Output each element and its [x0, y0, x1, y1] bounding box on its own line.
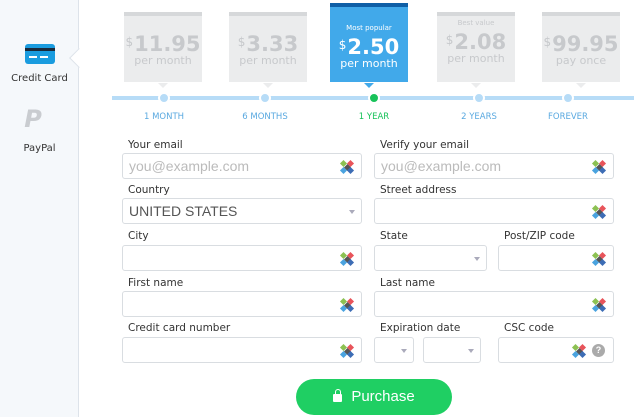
email-label: Your email [128, 139, 183, 151]
plan-tag: Best value [457, 19, 495, 27]
plan-period: pay once [555, 54, 607, 67]
keypass-icon[interactable] [571, 343, 587, 359]
lock-icon [333, 389, 343, 402]
street-field[interactable] [374, 198, 614, 224]
plan-card[interactable]: $11.95 per month [124, 12, 202, 88]
plan-period: per month [134, 54, 192, 67]
verify-email-placeholder: you@example.com [381, 158, 502, 174]
paypal-icon[interactable]: P [24, 105, 42, 133]
country-label: Country [128, 184, 170, 196]
plan-card[interactable]: $3.33 per month [229, 12, 307, 88]
plan-tag [542, 19, 620, 31]
expiration-month-select[interactable] [374, 337, 414, 363]
timeline-label[interactable]: 2 YEARS [461, 112, 497, 122]
verify-email-label: Verify your email [380, 139, 470, 151]
plan-price: $99.95 [542, 31, 620, 55]
chevron-down-icon [474, 257, 480, 261]
help-icon[interactable]: ? [592, 344, 605, 357]
keypass-icon[interactable] [591, 159, 607, 175]
timeline-label[interactable]: 1 MONTH [143, 112, 185, 122]
chevron-down-icon [401, 349, 407, 353]
plan-period: per month [340, 57, 398, 70]
plan-tag [229, 19, 307, 31]
price-value: 11.95 [134, 32, 201, 56]
state-select[interactable] [374, 245, 487, 271]
plan-price: $3.33 [229, 31, 307, 55]
currency-symbol: $ [543, 35, 552, 49]
purchase-label: Purchase [351, 388, 415, 405]
price-value: 2.50 [347, 35, 400, 59]
plan-card[interactable]: $99.95 pay once [542, 12, 620, 88]
plan-period: per month [239, 54, 297, 67]
keypass-icon[interactable] [591, 297, 607, 313]
card-number-label: Credit card number [128, 322, 231, 334]
sidebar-item-paypal[interactable]: PayPal [23, 143, 56, 154]
timeline-label[interactable]: FOREVER [548, 112, 588, 122]
plan-price: $11.95 [124, 31, 202, 55]
keypass-icon[interactable] [339, 297, 355, 313]
timeline-dot[interactable] [259, 92, 271, 104]
card-number-field[interactable] [122, 337, 362, 363]
plan-period: per month [447, 52, 505, 65]
verify-email-field[interactable]: you@example.com [374, 153, 614, 179]
csc-field[interactable]: ? [498, 337, 614, 363]
keypass-icon[interactable] [339, 159, 355, 175]
sidebar-item-credit-card[interactable]: Credit Card [11, 73, 68, 84]
last-name-field[interactable] [374, 291, 614, 317]
country-select[interactable]: UNITED STATES [122, 198, 362, 224]
chevron-down-icon [349, 210, 355, 214]
currency-symbol: $ [125, 35, 134, 49]
currency-symbol: $ [445, 33, 454, 47]
price-value: 99.95 [552, 32, 619, 56]
country-value: UNITED STATES [129, 203, 238, 219]
timeline-dot[interactable] [368, 92, 380, 104]
timeline-dot[interactable] [158, 92, 170, 104]
email-placeholder: you@example.com [129, 158, 250, 174]
currency-symbol: $ [237, 35, 246, 49]
chevron-down-icon [468, 349, 474, 353]
timeline-label[interactable]: 6 MONTHS [242, 112, 288, 122]
price-value: 3.33 [246, 32, 299, 56]
email-field[interactable]: you@example.com [122, 153, 362, 179]
csc-label: CSC code [504, 322, 554, 334]
state-label: State [380, 230, 408, 242]
keypass-icon[interactable] [339, 251, 355, 267]
keypass-icon[interactable] [591, 204, 607, 220]
expiration-year-select[interactable] [423, 337, 481, 363]
street-label: Street address [380, 184, 457, 196]
first-name-label: First name [128, 277, 184, 289]
keypass-icon[interactable] [339, 343, 355, 359]
zip-label: Post/ZIP code [504, 230, 575, 242]
keypass-icon[interactable] [591, 251, 607, 267]
plan-tag: Most popular [346, 24, 392, 32]
last-name-label: Last name [380, 277, 435, 289]
timeline-dot[interactable] [562, 92, 574, 104]
plan-tag [124, 19, 202, 31]
city-label: City [128, 230, 149, 242]
city-field[interactable] [122, 245, 362, 271]
payment-method-sidebar [0, 0, 79, 417]
zip-field[interactable] [498, 245, 614, 271]
plan-price: $2.08 [437, 29, 515, 53]
timeline-label[interactable]: 1 YEAR [358, 112, 390, 122]
expiration-label: Expiration date [380, 322, 461, 334]
credit-card-icon[interactable] [25, 44, 55, 64]
plan-card[interactable]: Best value $2.08 per month [437, 12, 515, 88]
plan-price: $2.50 [330, 34, 408, 58]
timeline-dot[interactable] [473, 92, 485, 104]
plan-card[interactable]: Most popular $2.50 per month [330, 3, 408, 88]
first-name-field[interactable] [122, 291, 362, 317]
price-value: 2.08 [454, 30, 507, 54]
currency-symbol: $ [338, 38, 347, 52]
purchase-button[interactable]: Purchase [296, 379, 452, 415]
